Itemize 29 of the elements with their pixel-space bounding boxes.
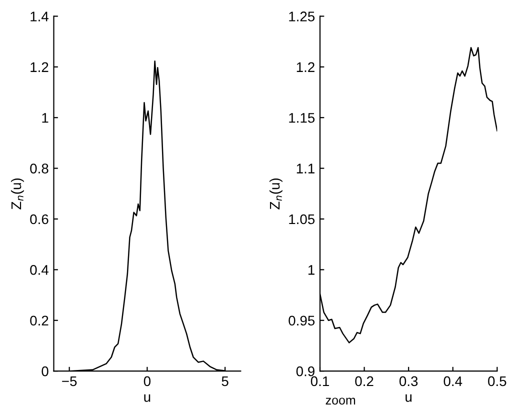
x-axis-title: u bbox=[406, 394, 412, 402]
y-tick-label: 1 bbox=[42, 113, 48, 123]
y-tick-label: 1.2 bbox=[296, 62, 314, 72]
x-tick-label: 0.2 bbox=[355, 376, 374, 386]
y-tick-label: 1 bbox=[308, 265, 314, 275]
y-tick-label: 1.4 bbox=[30, 12, 48, 22]
y-tick-label: 0.8 bbox=[30, 164, 48, 174]
x-axis-title: u bbox=[144, 394, 150, 402]
x-tick-label: 0 bbox=[144, 376, 151, 386]
y-tick-label: 0.6 bbox=[30, 214, 48, 224]
y-tick-label: 1.25 bbox=[289, 12, 315, 22]
y-tick-label: 1.05 bbox=[289, 214, 315, 224]
y-tick-label: 0.95 bbox=[288, 316, 315, 326]
y-tick-label: 0.4 bbox=[30, 265, 48, 275]
x-tick-label: 5 bbox=[222, 376, 228, 386]
x-tick-label: −5 bbox=[62, 376, 77, 386]
y-tick-label: 1.1 bbox=[296, 164, 314, 174]
x-tick-label: 0.4 bbox=[444, 376, 462, 386]
y-axis-title: Z$_{n}$(u) bbox=[10, 178, 24, 210]
text: zoom bbox=[326, 398, 356, 405]
y-tick-label: 1.15 bbox=[289, 113, 315, 123]
y-tick-label: 0.2 bbox=[30, 316, 48, 326]
y-axis-title: Z$_{n}$(u) bbox=[270, 178, 282, 210]
y-tick-label: 0 bbox=[42, 366, 48, 376]
y-tick-label: 1.2 bbox=[30, 62, 48, 72]
x-tick-label: 0.5 bbox=[488, 376, 506, 386]
y-tick-label: 0.9 bbox=[296, 366, 314, 376]
x-tick-label: 0.1 bbox=[310, 376, 329, 386]
x-tick-label: 0.3 bbox=[399, 376, 418, 386]
